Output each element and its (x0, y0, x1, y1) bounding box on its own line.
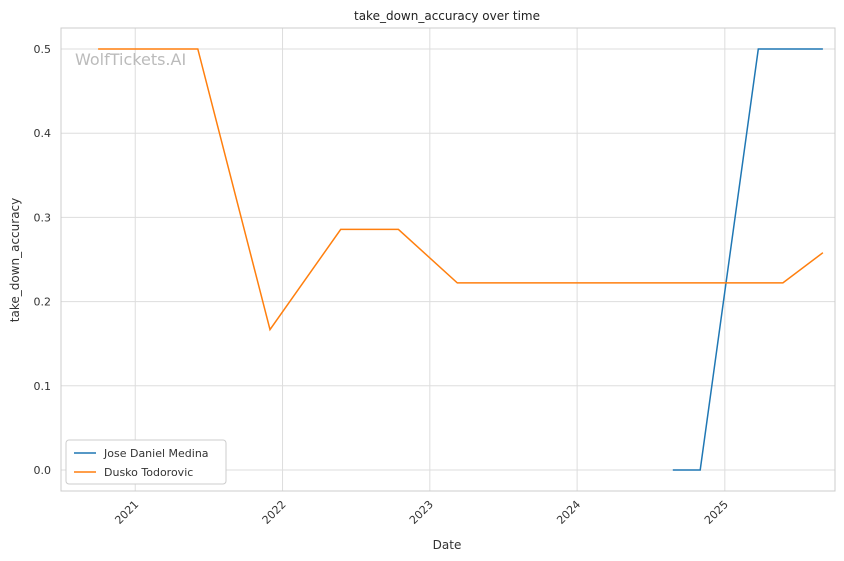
y-tick-label: 0.2 (34, 296, 52, 309)
x-tick-label: 2023 (407, 498, 436, 527)
x-tick-label: 2022 (260, 498, 289, 527)
x-tick-label: 2024 (554, 498, 583, 527)
plot-area (60, 27, 836, 492)
x-tick-label: 2021 (112, 498, 141, 527)
y-axis-label: take_down_accuracy (8, 198, 22, 322)
series-line-jose-daniel-medina (672, 48, 823, 471)
watermark: WolfTickets.AI (75, 50, 186, 69)
x-axis-label: Date (433, 538, 462, 552)
series-line-dusko-todorovic (98, 48, 824, 332)
y-tick-label: 0.3 (34, 211, 52, 224)
grid-lines (61, 28, 835, 491)
y-tick-label: 0.0 (34, 464, 52, 477)
y-tick-labels: 0.0 0.1 0.2 0.3 0.4 0.5 (34, 43, 52, 477)
x-tick-label: 2025 (702, 498, 731, 527)
legend-label-jose-daniel-medina: Jose Daniel Medina (103, 447, 209, 460)
x-tick-labels: 2021 2022 2023 2024 2025 (112, 498, 731, 527)
legend-box (65, 439, 227, 485)
y-tick-label: 0.4 (34, 127, 52, 140)
y-tick-label: 0.1 (34, 380, 52, 393)
legend-label-dusko-todorovic: Dusko Todorovic (104, 466, 193, 479)
y-tick-label: 0.5 (34, 43, 52, 56)
series-lines (98, 48, 824, 471)
legend: Jose Daniel Medina Dusko Todorovic (65, 439, 227, 485)
chart-title: take_down_accuracy over time (354, 9, 540, 23)
